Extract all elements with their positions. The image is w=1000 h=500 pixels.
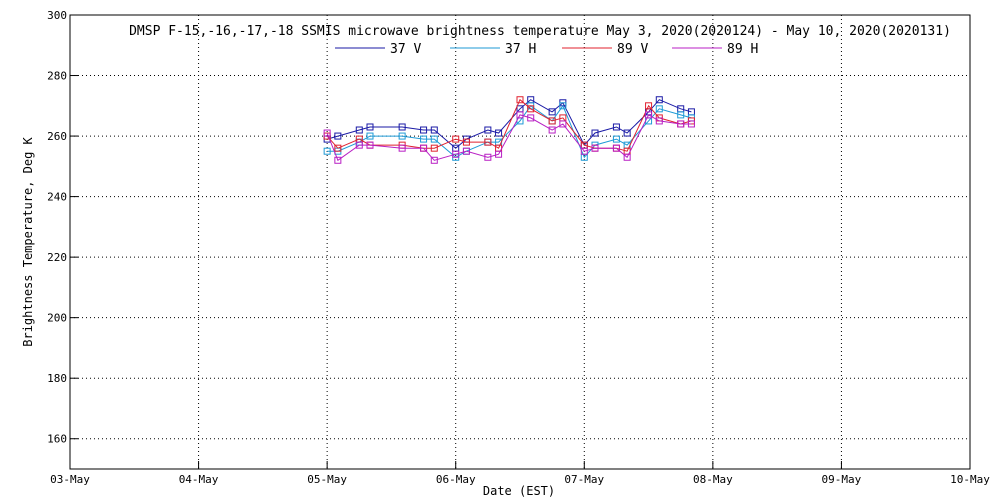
data-point — [420, 144, 428, 152]
y-tick-label: 240 — [47, 191, 67, 204]
data-point — [516, 96, 524, 104]
y-tick-label: 260 — [47, 130, 67, 143]
data-point — [591, 129, 599, 137]
data-point — [687, 120, 695, 128]
data-point — [527, 105, 535, 113]
data-point — [334, 144, 342, 152]
data-point — [612, 135, 620, 143]
data-point — [366, 132, 374, 140]
data-point — [516, 111, 524, 119]
y-tick-label: 300 — [47, 9, 67, 22]
y-tick-label: 280 — [47, 70, 67, 83]
data-point — [355, 126, 363, 134]
legend-item: 89 V — [562, 42, 648, 57]
data-point — [548, 108, 556, 116]
legend: 37 V 37 H 89 V 89 H — [335, 42, 758, 57]
data-point — [398, 144, 406, 152]
data-point — [366, 141, 374, 149]
y-tick-label: 160 — [47, 433, 67, 446]
data-point — [645, 111, 653, 119]
x-tick-label: 05-May — [307, 473, 347, 486]
y-tick-label: 200 — [47, 312, 67, 325]
x-tick-label: 06-May — [436, 473, 476, 486]
x-tick-label: 04-May — [179, 473, 219, 486]
y-tick-label: 220 — [47, 251, 67, 264]
data-point — [323, 147, 331, 155]
x-tick-label: 03-May — [50, 473, 90, 486]
data-point — [623, 153, 631, 161]
chart-title: DMSP F-15,-16,-17,-18 SSMIS microwave br… — [129, 24, 951, 39]
x-axis-label: Date (EST) — [483, 484, 555, 498]
data-point — [430, 144, 438, 152]
data-point — [612, 144, 620, 152]
tick-layer: 03-May 04-May 05-May 06-May 07-May 08-May 09-M… — [47, 9, 990, 486]
data-point — [655, 105, 663, 113]
data-point — [559, 102, 567, 110]
data-point — [687, 108, 695, 116]
data-point — [495, 150, 503, 158]
series-line — [326, 114, 692, 162]
series-layer — [323, 96, 695, 164]
data-point — [655, 117, 663, 125]
data-point — [677, 111, 685, 119]
data-point — [612, 123, 620, 131]
data-point — [645, 102, 653, 110]
legend-label: 89 H — [727, 42, 758, 57]
y-tick-label: 180 — [47, 372, 67, 385]
data-point — [623, 129, 631, 137]
legend-item: 37 H — [450, 42, 536, 57]
data-point — [548, 126, 556, 134]
data-point — [355, 141, 363, 149]
data-point — [334, 156, 342, 164]
data-point — [484, 138, 492, 146]
data-point — [495, 129, 503, 137]
data-point — [323, 129, 331, 137]
data-point — [591, 144, 599, 152]
series-line — [326, 98, 692, 152]
series-89-h — [323, 111, 695, 164]
data-point — [398, 132, 406, 140]
x-tick-label: 10-May — [950, 473, 990, 486]
plot-frame — [69, 14, 971, 470]
data-point — [452, 150, 460, 158]
data-point — [430, 156, 438, 164]
data-point — [655, 96, 663, 104]
data-point — [677, 120, 685, 128]
legend-label: 37 V — [390, 42, 421, 57]
legend-item: 37 V — [335, 42, 421, 57]
legend-label: 89 V — [617, 42, 648, 57]
data-point — [430, 135, 438, 143]
data-point — [527, 114, 535, 122]
data-point — [559, 120, 567, 128]
x-tick-label: 08-May — [693, 473, 733, 486]
legend-label: 37 H — [505, 42, 536, 57]
series-line — [326, 99, 692, 149]
data-point — [462, 147, 470, 155]
data-point — [398, 123, 406, 131]
data-point — [430, 126, 438, 134]
data-point — [452, 135, 460, 143]
x-tick-label: 09-May — [822, 473, 862, 486]
data-point — [548, 117, 556, 125]
data-point — [420, 135, 428, 143]
x-tick-label: 07-May — [564, 473, 604, 486]
data-point — [334, 132, 342, 140]
data-point — [462, 138, 470, 146]
y-axis-label: Brightness Temperature, Deg K — [21, 136, 35, 346]
grid-layer — [70, 15, 970, 469]
data-point — [366, 123, 374, 131]
data-point — [484, 153, 492, 161]
data-point — [484, 126, 492, 134]
legend-item: 89 H — [672, 42, 758, 57]
data-point — [580, 147, 588, 155]
data-point — [420, 126, 428, 134]
series-37-h — [323, 102, 695, 161]
